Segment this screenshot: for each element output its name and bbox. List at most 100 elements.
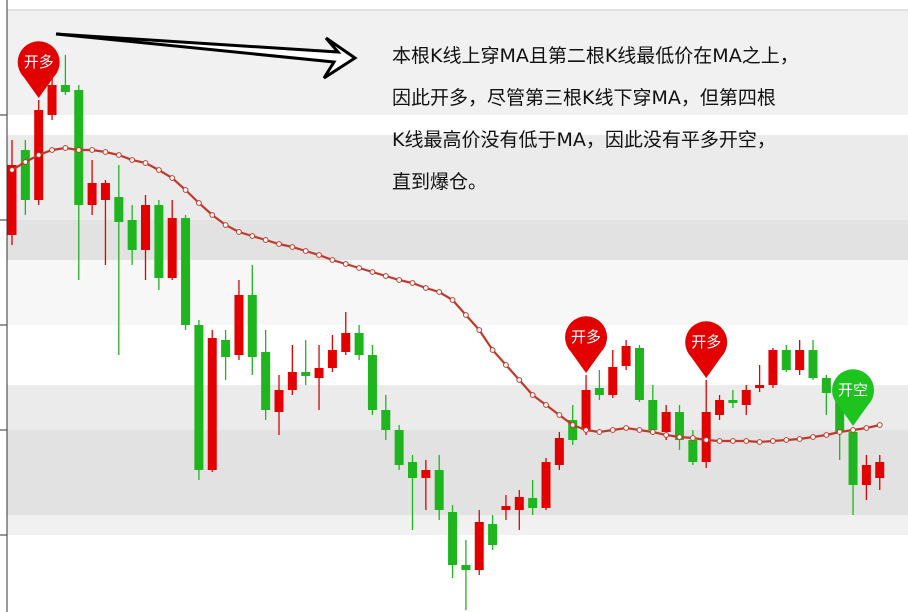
ma-point bbox=[22, 159, 29, 165]
ma-point bbox=[676, 434, 683, 440]
ma-point bbox=[89, 147, 95, 153]
candle-body bbox=[181, 218, 191, 325]
candle-body bbox=[661, 412, 671, 432]
ma-point bbox=[436, 289, 443, 295]
ma-point bbox=[209, 212, 216, 218]
ma-point bbox=[556, 412, 563, 418]
ma-point bbox=[369, 269, 376, 275]
ma-point bbox=[689, 435, 696, 441]
annotation-line: 因此开多，尽管第三根K线下穿MA，但第四根 bbox=[392, 87, 776, 109]
ma-point bbox=[583, 427, 589, 433]
ma-point bbox=[409, 280, 416, 286]
candle-body bbox=[688, 440, 698, 462]
candle-body bbox=[634, 348, 644, 400]
candle-body bbox=[808, 350, 818, 378]
annotation-line: 本根K线上穿MA且第二根K线最低价在MA之上， bbox=[392, 45, 799, 67]
ma-point bbox=[129, 157, 136, 163]
ma-point bbox=[236, 229, 242, 235]
ma-point bbox=[783, 437, 790, 443]
candle-body bbox=[821, 378, 831, 393]
candle-body bbox=[408, 462, 417, 478]
ma-point bbox=[836, 429, 843, 435]
candle-body bbox=[327, 350, 337, 368]
candle-body bbox=[781, 350, 791, 370]
candle-body bbox=[648, 400, 658, 430]
candle-body bbox=[421, 470, 431, 478]
signal-pin bbox=[832, 369, 875, 426]
candle-body bbox=[434, 470, 444, 510]
ma-point bbox=[636, 427, 643, 433]
ma-point bbox=[850, 427, 856, 433]
ma-point bbox=[463, 312, 469, 318]
ma-point bbox=[863, 425, 870, 431]
ma-point bbox=[222, 222, 229, 228]
candle-body bbox=[207, 338, 217, 470]
ma-point bbox=[596, 429, 603, 435]
candle-body bbox=[194, 325, 204, 470]
candle-body bbox=[461, 565, 471, 570]
candle-body bbox=[474, 522, 484, 570]
candle-body bbox=[621, 346, 631, 366]
candle-body bbox=[875, 462, 885, 478]
candle-body bbox=[541, 462, 551, 508]
ma-point bbox=[155, 167, 162, 173]
ma-point bbox=[503, 362, 509, 368]
ma-point bbox=[476, 327, 483, 333]
ma-point bbox=[169, 175, 176, 181]
ma-point bbox=[9, 167, 15, 173]
annotation-line: 直到爆仓。 bbox=[392, 171, 487, 193]
ma-point bbox=[823, 432, 830, 438]
signal-pin bbox=[685, 321, 728, 378]
ma-point bbox=[730, 438, 736, 444]
ma-point bbox=[569, 422, 576, 428]
candle-body bbox=[381, 410, 391, 430]
ma-point bbox=[516, 377, 523, 383]
arrow bbox=[55, 32, 358, 80]
candle-body bbox=[234, 295, 244, 355]
ma-point bbox=[196, 200, 202, 206]
ma-point bbox=[449, 297, 456, 303]
candle-body bbox=[501, 506, 511, 510]
ma-point bbox=[142, 160, 149, 166]
ma-point bbox=[49, 147, 55, 153]
candle-body bbox=[755, 385, 765, 388]
ma-point bbox=[649, 429, 656, 435]
ma-point bbox=[810, 434, 816, 440]
candle-body bbox=[701, 412, 711, 462]
ma-point bbox=[249, 233, 256, 239]
candle-body bbox=[741, 390, 751, 405]
signal-label: 开空 bbox=[838, 381, 868, 399]
annotation-line: K线最高价没有低于MA，因此没有平多开空， bbox=[392, 129, 776, 151]
signal-pin bbox=[17, 41, 60, 98]
candle-body bbox=[127, 220, 137, 250]
ma-point bbox=[75, 147, 82, 153]
candle-body bbox=[141, 205, 150, 250]
candle-body bbox=[60, 85, 70, 92]
candle-body bbox=[274, 390, 284, 412]
ma-point bbox=[543, 402, 549, 408]
candle-body bbox=[848, 432, 858, 485]
candle-body bbox=[528, 498, 538, 508]
ma-point bbox=[35, 152, 42, 158]
ma-point bbox=[756, 439, 763, 445]
ma-point bbox=[396, 277, 403, 283]
candle-body bbox=[154, 205, 164, 278]
ma-point bbox=[529, 392, 536, 398]
ma-point bbox=[796, 436, 803, 442]
ma-point bbox=[382, 273, 389, 279]
candle-body bbox=[167, 218, 177, 278]
candle-body bbox=[488, 524, 498, 545]
candle-body bbox=[715, 400, 725, 415]
candle-body bbox=[594, 388, 604, 395]
ma-point bbox=[182, 187, 189, 193]
candle-body bbox=[728, 400, 738, 403]
ma-point bbox=[716, 438, 723, 444]
candle-body bbox=[608, 367, 618, 395]
candle-body bbox=[20, 150, 30, 200]
ma-point bbox=[770, 438, 776, 444]
candle-body bbox=[861, 465, 871, 485]
candle-body bbox=[448, 512, 458, 565]
ma-point bbox=[262, 237, 269, 243]
ma-point bbox=[623, 425, 629, 431]
